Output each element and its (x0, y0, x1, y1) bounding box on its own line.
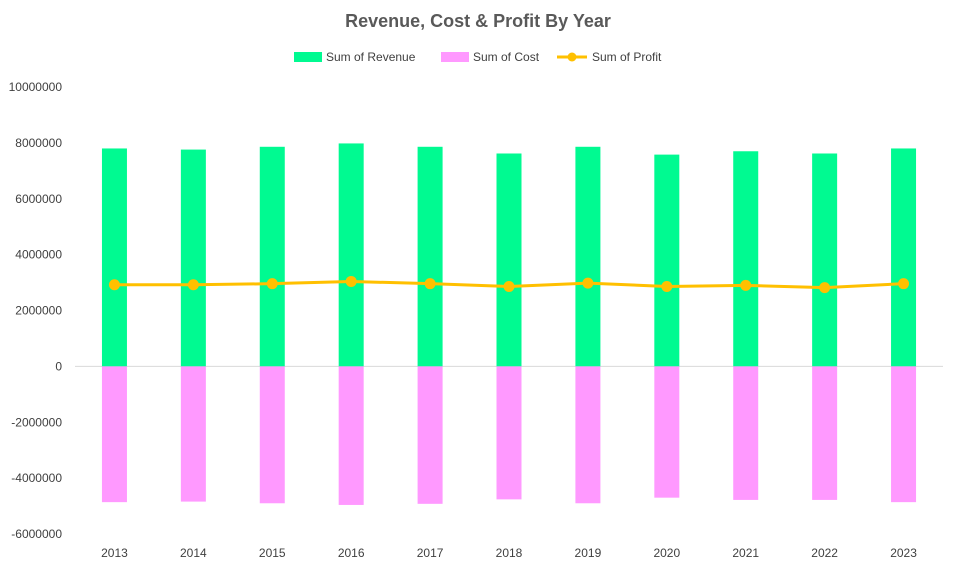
revenue-bar (338, 143, 364, 367)
revenue-bar (101, 148, 127, 367)
revenue-bar (575, 146, 601, 367)
x-tick-label: 2015 (259, 546, 286, 560)
legend-swatch (294, 52, 322, 62)
y-tick-label: -6000000 (11, 527, 62, 541)
cost-bar (654, 366, 680, 498)
cost-bar (417, 366, 443, 504)
cost-bar (812, 366, 838, 500)
legend-swatch (441, 52, 469, 62)
profit-point (345, 275, 357, 287)
revenue-bar (891, 148, 917, 367)
profit-point (898, 278, 910, 290)
cost-bar (101, 366, 127, 503)
profit-point (266, 278, 278, 290)
x-tick-label: 2021 (732, 546, 759, 560)
legend-label: Sum of Revenue (326, 50, 416, 64)
chart-title: Revenue, Cost & Profit By Year (345, 11, 611, 31)
x-tick-label: 2023 (890, 546, 917, 560)
y-tick-label: 0 (55, 359, 62, 373)
revenue-bar (496, 153, 522, 367)
cost-bar (733, 366, 759, 500)
y-tick-label: 6000000 (15, 192, 62, 206)
revenue-bar (733, 151, 759, 367)
profit-point (582, 277, 594, 289)
x-tick-label: 2017 (417, 546, 444, 560)
profit-point (819, 282, 831, 294)
y-tick-label: -4000000 (11, 471, 62, 485)
cost-bar (338, 366, 364, 505)
profit-point (187, 279, 199, 291)
profit-point (108, 279, 120, 291)
y-tick-label: 10000000 (9, 80, 63, 94)
y-tick-label: -2000000 (11, 415, 62, 429)
cost-bar (891, 366, 917, 503)
x-tick-label: 2019 (575, 546, 602, 560)
x-tick-label: 2018 (496, 546, 523, 560)
legend-label: Sum of Profit (592, 50, 662, 64)
legend-item: Sum of Profit (557, 50, 662, 64)
cost-bar (259, 366, 285, 504)
x-tick-label: 2013 (101, 546, 128, 560)
revenue-bar (417, 146, 443, 367)
cost-bar (180, 366, 206, 502)
profit-point (740, 279, 752, 291)
legend-label: Sum of Cost (473, 50, 540, 64)
profit-line (108, 275, 910, 294)
profit-point (424, 278, 436, 290)
y-tick-label: 4000000 (15, 248, 62, 262)
cost-bar (496, 366, 522, 500)
cost-bar (575, 366, 601, 504)
x-tick-label: 2014 (180, 546, 207, 560)
revenue-bar (812, 153, 838, 367)
x-axis: 2013 2014 2015 2016 2017 2018 2019 2020 2021 2022… (101, 546, 917, 560)
y-tick-label: 2000000 (15, 304, 62, 318)
y-tick-label: 8000000 (15, 136, 62, 150)
y-axis: 10000000 8000000 6000000 4000000 2000000 0 -20… (9, 80, 943, 541)
legend: Sum of Revenue Sum of Cost Sum of Profit (294, 50, 662, 64)
x-tick-label: 2016 (338, 546, 365, 560)
profit-point (503, 280, 515, 292)
revenue-bar (654, 154, 680, 367)
profit-point (661, 280, 673, 292)
legend-item: Sum of Revenue (294, 50, 416, 64)
bars (101, 143, 917, 505)
revenue-bar (180, 149, 206, 367)
x-tick-label: 2020 (653, 546, 680, 560)
legend-swatch-marker (567, 52, 577, 62)
legend-item: Sum of Cost (441, 50, 540, 64)
x-tick-label: 2022 (811, 546, 838, 560)
revenue-bar (259, 146, 285, 367)
